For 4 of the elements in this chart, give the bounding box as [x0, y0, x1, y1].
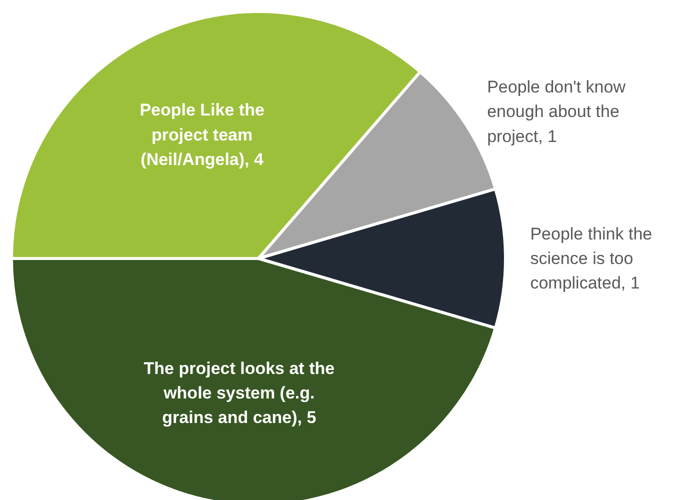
slice-label: People Like the project team (Neil/Angela), 4: [140, 100, 264, 170]
slice-label: People don't know enough about the project, 1: [487, 77, 626, 146]
slice-label: The project looks at the whole system (e.g. grains and cane), 5: [144, 358, 335, 428]
slice-label: People think the science is too complicated, 1: [530, 224, 652, 293]
